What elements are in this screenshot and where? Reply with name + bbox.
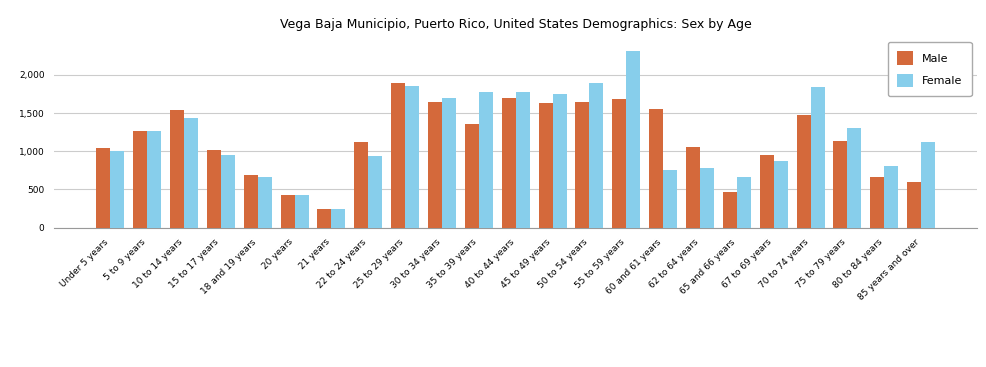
Bar [737, 177, 750, 228]
Bar [110, 151, 124, 228]
Bar [538, 103, 552, 228]
Bar [170, 110, 183, 228]
Bar [96, 148, 110, 228]
Bar [685, 148, 699, 228]
Bar [722, 192, 737, 228]
Bar [552, 94, 566, 228]
Bar [649, 109, 663, 228]
Bar [832, 141, 847, 228]
Bar [870, 177, 883, 228]
Bar [442, 98, 456, 228]
Bar [207, 150, 221, 228]
Bar [575, 102, 589, 228]
Bar [404, 86, 419, 228]
Bar [759, 155, 773, 228]
Bar [183, 117, 198, 228]
Bar [368, 156, 382, 228]
Bar [257, 177, 271, 228]
Bar [147, 131, 161, 228]
Legend: Male, Female: Male, Female [887, 42, 970, 96]
Bar [390, 83, 404, 228]
Bar [626, 51, 640, 228]
Bar [663, 170, 676, 228]
Bar [906, 182, 920, 228]
Bar [589, 83, 602, 228]
Bar [244, 175, 257, 228]
Bar [331, 209, 345, 228]
Bar [280, 196, 294, 228]
Bar [847, 128, 861, 228]
Bar [611, 99, 626, 228]
Bar [515, 92, 529, 228]
Bar [699, 168, 713, 228]
Bar [796, 115, 810, 228]
Bar [478, 92, 492, 228]
Bar [810, 87, 823, 228]
Bar [464, 124, 478, 228]
Bar [428, 102, 442, 228]
Bar [883, 167, 897, 228]
Bar [294, 196, 309, 228]
Bar [920, 142, 934, 228]
Bar [133, 131, 147, 228]
Bar [221, 155, 235, 228]
Bar [354, 142, 368, 228]
Bar [501, 98, 515, 228]
Title: Vega Baja Municipio, Puerto Rico, United States Demographics: Sex by Age: Vega Baja Municipio, Puerto Rico, United… [280, 18, 750, 31]
Bar [773, 161, 787, 228]
Bar [317, 209, 331, 228]
